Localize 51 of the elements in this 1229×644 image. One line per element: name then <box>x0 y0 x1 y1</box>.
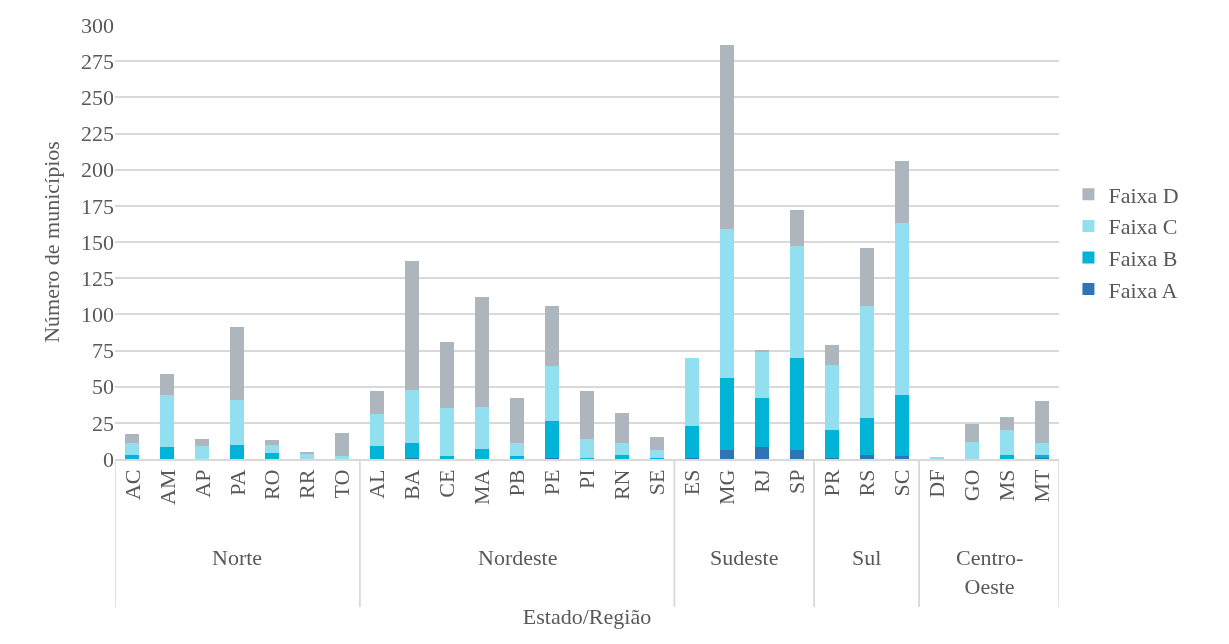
x-tick-label: RR <box>294 469 320 499</box>
x-tick-label: RS <box>853 469 879 497</box>
x-tick-label: RJ <box>748 469 774 493</box>
text: Nordeste <box>478 545 558 570</box>
legend-label: Faixa A <box>1108 277 1178 303</box>
x-tick-label: BA <box>399 469 425 501</box>
y-tick-label: 25 <box>92 410 114 436</box>
x-tick-label: ES <box>679 469 705 496</box>
x-tick-label: CE <box>434 469 460 498</box>
x-tick-label: AL <box>364 469 390 499</box>
text: Sudeste <box>710 545 779 570</box>
x-tick-label: MS <box>993 469 1019 502</box>
y-tick-label: 275 <box>81 48 114 74</box>
y-tick-label: 150 <box>81 229 114 255</box>
x-axis-title: Estado/Região <box>522 604 652 630</box>
y-tick-label: 225 <box>81 121 114 147</box>
y-axis-title: Número de municípios <box>38 141 64 343</box>
x-tick-label: PA <box>224 469 250 496</box>
legend-label: Faixa B <box>1108 246 1178 272</box>
y-tick-label: 250 <box>81 85 114 111</box>
x-tick-label: RN <box>609 469 635 501</box>
x-tick-label: TO <box>329 469 355 499</box>
x-tick-label: MG <box>714 469 739 505</box>
y-tick-label: 175 <box>81 193 114 219</box>
x-tick-label: PR <box>818 469 844 497</box>
y-tick-label: 100 <box>81 302 114 328</box>
x-tick-label: GO <box>958 469 984 502</box>
x-tick-label: MA <box>469 469 495 505</box>
y-tick-label: 50 <box>92 374 114 400</box>
x-tick-label: SC <box>888 469 914 497</box>
x-tick-label: PI <box>574 469 600 490</box>
text: Centro-Oeste <box>956 545 1024 599</box>
x-tick-label: RO <box>259 469 285 501</box>
x-tick-label: PB <box>504 469 530 497</box>
y-tick-label: 200 <box>81 157 114 183</box>
x-tick-label: PE <box>539 469 565 496</box>
x-tick-label: AC <box>119 469 145 501</box>
x-tick-label: SE <box>644 469 670 496</box>
x-tick-label: SP <box>783 469 809 495</box>
text: Norte <box>212 545 263 570</box>
x-tick-label: DF <box>923 469 949 498</box>
y-tick-label: 75 <box>92 338 114 364</box>
x-tick-label: MT <box>1028 468 1054 503</box>
x-tick-label: AP <box>189 469 215 498</box>
y-tick-label: 125 <box>81 265 114 291</box>
legend-label: Faixa D <box>1108 182 1179 208</box>
legend-label: Faixa C <box>1108 214 1178 240</box>
y-tick-label: 0 <box>103 446 114 472</box>
text: Sul <box>852 545 882 570</box>
x-tick-label: AM <box>154 469 180 505</box>
y-tick-label: 300 <box>81 12 114 38</box>
